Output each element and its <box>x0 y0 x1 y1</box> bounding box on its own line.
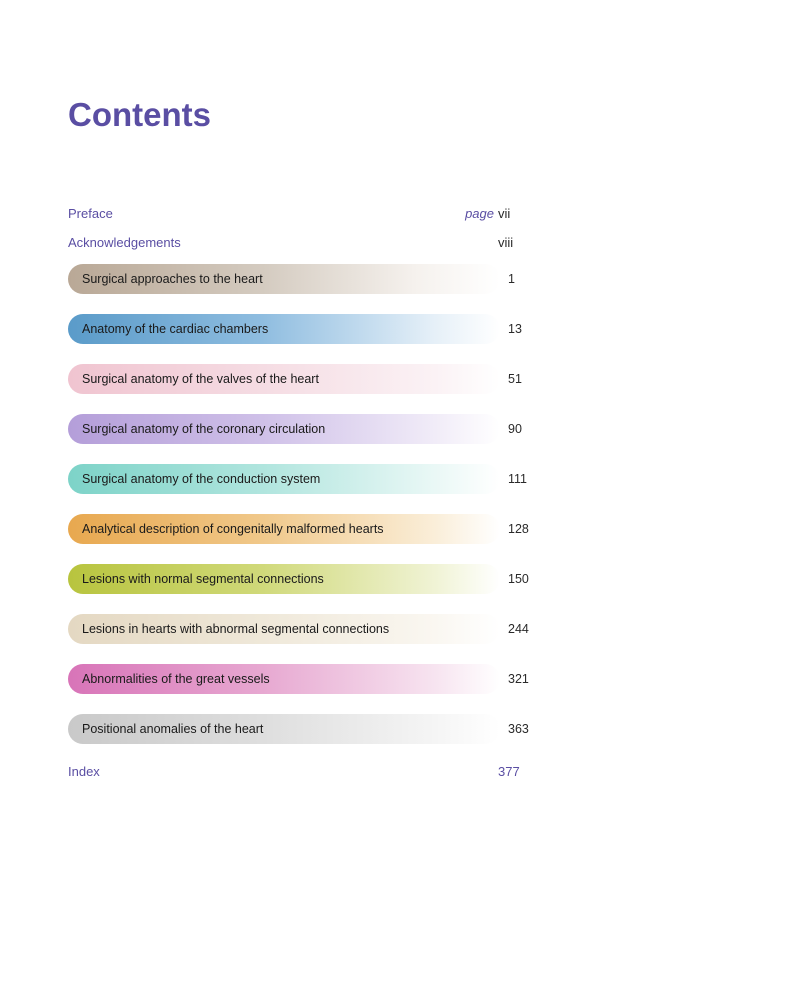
chapter-page: 13 <box>508 322 528 336</box>
chapter-row: Lesions in hearts with abnormal segmenta… <box>68 614 528 644</box>
chapter-page: 51 <box>508 372 528 386</box>
chapter-title: Anatomy of the cardiac chambers <box>82 322 268 336</box>
acknowledgements-label[interactable]: Acknowledgements <box>68 235 181 250</box>
chapter-row: Surgical anatomy of the coronary circula… <box>68 414 528 444</box>
chapter-title: Positional anomalies of the heart <box>82 722 263 736</box>
chapter-pill[interactable]: Surgical anatomy of the conduction syste… <box>68 464 500 494</box>
index-line: Index 377 <box>68 764 528 779</box>
chapter-title: Abnormalities of the great vessels <box>82 672 270 686</box>
chapter-page: 363 <box>508 722 529 736</box>
chapter-row: Analytical description of congenitally m… <box>68 514 528 544</box>
page-title: Contents <box>68 96 732 134</box>
chapter-title: Surgical approaches to the heart <box>82 272 263 286</box>
chapter-page: 321 <box>508 672 529 686</box>
chapter-title: Surgical anatomy of the conduction syste… <box>82 472 320 486</box>
chapter-pill[interactable]: Lesions with normal segmental connection… <box>68 564 500 594</box>
chapter-page: 111 <box>508 472 528 486</box>
chapter-title: Lesions with normal segmental connection… <box>82 572 324 586</box>
chapter-title: Surgical anatomy of the coronary circula… <box>82 422 325 436</box>
chapter-title: Lesions in hearts with abnormal segmenta… <box>82 622 389 636</box>
acknowledgements-line: Acknowledgements viii <box>68 235 528 250</box>
chapter-page: 150 <box>508 572 529 586</box>
chapter-pill[interactable]: Surgical anatomy of the coronary circula… <box>68 414 500 444</box>
index-label[interactable]: Index <box>68 764 100 779</box>
page-word: page <box>465 206 494 221</box>
acknowledgements-page: viii <box>498 235 528 250</box>
chapter-row: Surgical approaches to the heart 1 <box>68 264 528 294</box>
chapter-pill[interactable]: Abnormalities of the great vessels <box>68 664 500 694</box>
chapter-row: Positional anomalies of the heart 363 <box>68 714 528 744</box>
chapter-page: 128 <box>508 522 529 536</box>
chapter-row: Anatomy of the cardiac chambers 13 <box>68 314 528 344</box>
chapter-pill[interactable]: Positional anomalies of the heart <box>68 714 500 744</box>
preface-line: Preface page vii <box>68 206 528 221</box>
chapter-pill[interactable]: Surgical approaches to the heart <box>68 264 500 294</box>
chapter-page: 244 <box>508 622 529 636</box>
preface-page: vii <box>498 206 528 221</box>
index-page: 377 <box>498 764 528 779</box>
chapter-page: 90 <box>508 422 528 436</box>
chapter-pill[interactable]: Surgical anatomy of the valves of the he… <box>68 364 500 394</box>
chapter-page: 1 <box>508 272 528 286</box>
chapter-list: Surgical approaches to the heart 1 Anatomy… <box>68 264 528 744</box>
chapter-pill[interactable]: Lesions in hearts with abnormal segmenta… <box>68 614 500 644</box>
chapter-title: Surgical anatomy of the valves of the he… <box>82 372 319 386</box>
chapter-pill[interactable]: Analytical description of congenitally m… <box>68 514 500 544</box>
chapter-row: Abnormalities of the great vessels 321 <box>68 664 528 694</box>
chapter-row: Lesions with normal segmental connection… <box>68 564 528 594</box>
contents-page: Contents Preface page vii Acknowledgemen… <box>0 0 800 779</box>
chapter-row: Surgical anatomy of the conduction syste… <box>68 464 528 494</box>
chapter-row: Surgical anatomy of the valves of the he… <box>68 364 528 394</box>
chapter-pill[interactable]: Anatomy of the cardiac chambers <box>68 314 500 344</box>
toc-block: Preface page vii Acknowledgements viii S… <box>68 206 528 779</box>
chapter-title: Analytical description of congenitally m… <box>82 522 384 536</box>
preface-label[interactable]: Preface <box>68 206 113 221</box>
